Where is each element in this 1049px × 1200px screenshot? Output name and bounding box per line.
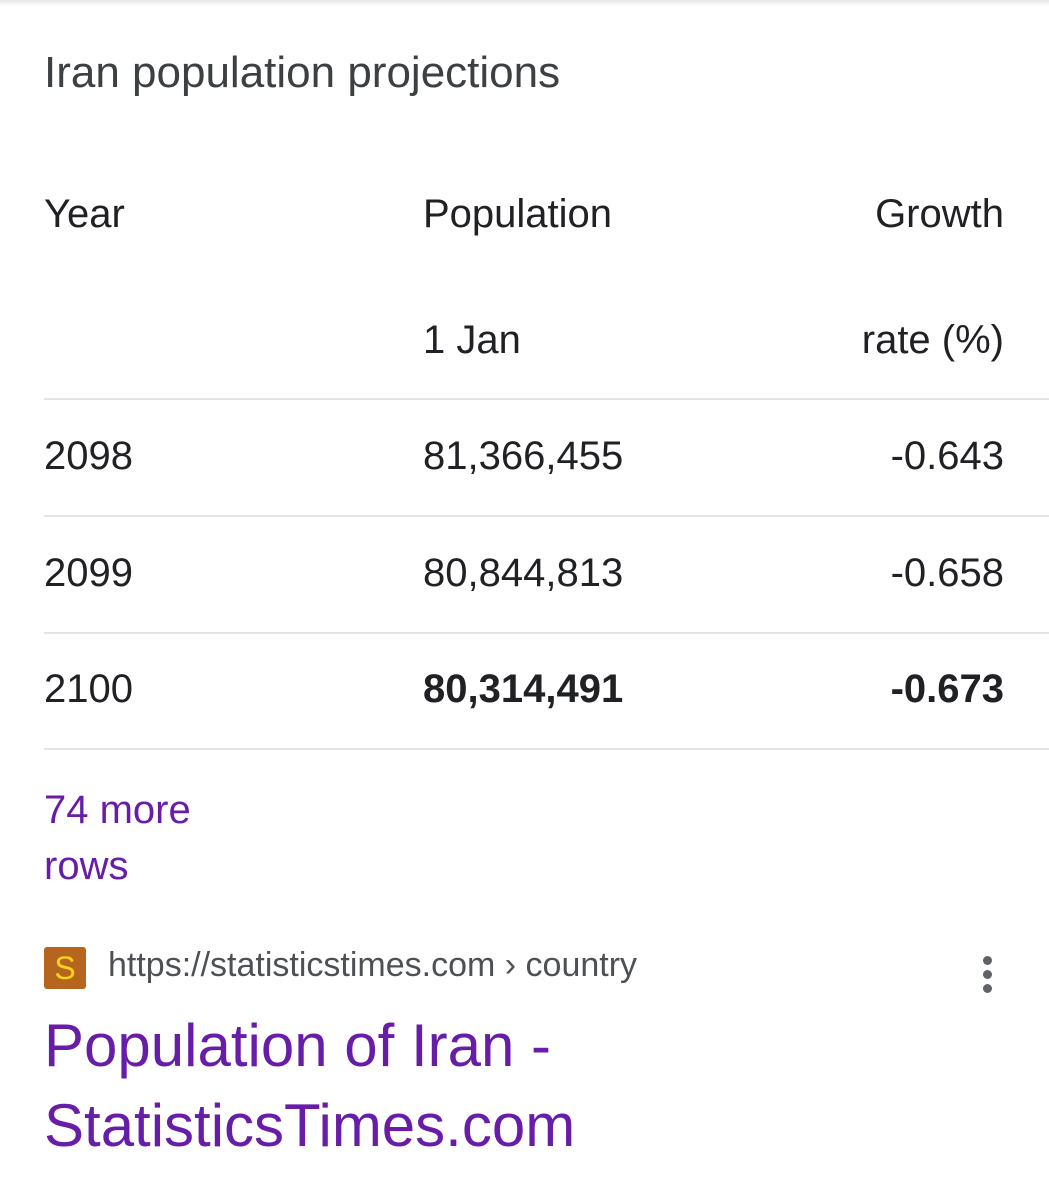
result-url[interactable]: https://statisticstimes.com › country [108, 946, 638, 984]
growth-cell: -0.643 [890, 434, 1004, 478]
result-title[interactable]: Population of Iran - StatisticsTimes.com [44, 1012, 576, 1159]
favicon: S [44, 947, 86, 989]
more-rows-link[interactable]: 74 more rows [44, 788, 191, 888]
column-header: Population [423, 192, 613, 236]
column-header: Growth [875, 192, 1004, 236]
growth-cell: -0.673 [890, 667, 1004, 711]
row-divider [44, 515, 1049, 517]
top-shadow [0, 0, 1049, 6]
column-header: Year [44, 192, 125, 236]
year-cell: 2099 [44, 550, 133, 595]
growth-cell: -0.658 [890, 550, 1004, 595]
year-cell: 2100 [44, 667, 133, 711]
column-header: 1 Jan [423, 318, 521, 362]
row-divider [44, 398, 1049, 400]
year-cell: 2098 [44, 434, 133, 478]
population-cell: 80,844,813 [423, 550, 624, 595]
column-header: rate (%) [861, 318, 1004, 362]
population-cell: 80,314,491 [423, 667, 624, 711]
population-cell: 81,366,455 [423, 434, 624, 478]
more-options[interactable] [983, 956, 992, 998]
row-divider [44, 748, 1049, 750]
row-divider [44, 631, 1049, 634]
table-title: Iran population projections [44, 48, 561, 97]
